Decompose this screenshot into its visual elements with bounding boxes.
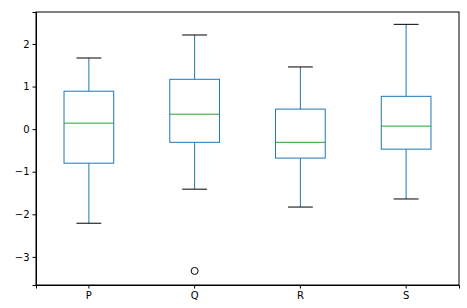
y-tick-label: 2: [23, 39, 29, 50]
cap-low: [394, 198, 419, 199]
y-axis: −3 −2 −1 0 1 2: [15, 13, 37, 286]
x-tick: Q: [191, 285, 199, 301]
y-tick-label: 1: [23, 81, 29, 92]
cap-high: [288, 66, 313, 67]
box: [276, 109, 326, 158]
box-group: [170, 35, 220, 274]
y-tick-label: 0: [23, 124, 29, 135]
y-tick: −2: [15, 209, 36, 220]
whisker-high: [406, 24, 407, 96]
x-tick-label: Q: [191, 290, 199, 301]
x-tick-mark: [88, 285, 89, 289]
y-tick-mark: [33, 214, 37, 215]
y-tick: 1: [23, 81, 36, 92]
plot-frame: [36, 12, 459, 285]
box-group: [381, 24, 431, 199]
y-tick-label: −3: [15, 252, 30, 263]
y-tick-mark: [33, 257, 37, 258]
chart: −3 −2 −1 0 1 2 P Q R S: [0, 0, 467, 308]
y-tick: 0: [23, 124, 36, 135]
x-axis: P Q R S: [37, 285, 460, 301]
y-tick-mark: [33, 172, 37, 173]
whisker-high: [194, 35, 195, 79]
x-tick-label: P: [86, 290, 92, 301]
median: [381, 126, 431, 127]
cap-high: [394, 24, 419, 25]
outlier: [191, 267, 198, 274]
whisker-high: [300, 67, 301, 109]
cap-high: [182, 34, 207, 35]
y-tick-mark: [33, 129, 37, 130]
y-axis-line: [33, 13, 37, 286]
whisker-low: [194, 142, 195, 189]
cap-low: [76, 223, 101, 224]
cap-high: [76, 57, 101, 58]
y-tick-label: −1: [15, 166, 30, 177]
whisker-high: [88, 58, 89, 91]
y-tick: −1: [15, 166, 36, 177]
box: [64, 91, 114, 163]
x-axis-line: [37, 286, 460, 289]
x-tick-mark: [194, 285, 195, 289]
y-tick-mark: [33, 87, 37, 88]
box-group: [276, 67, 326, 207]
y-tick: −3: [15, 252, 36, 263]
x-tick-mark: [406, 285, 407, 289]
x-tick-mark: [300, 285, 301, 289]
cap-low: [288, 207, 313, 208]
y-tick-label: −2: [15, 209, 30, 220]
y-tick: 2: [23, 39, 36, 50]
cap-low: [182, 189, 207, 190]
x-tick: S: [403, 285, 409, 301]
median: [276, 142, 326, 143]
box: [170, 79, 220, 142]
plot-area: [64, 24, 431, 274]
whisker-low: [300, 158, 301, 207]
x-tick: R: [297, 285, 304, 301]
x-tick-label: R: [297, 290, 304, 301]
median: [170, 114, 220, 115]
x-tick: P: [86, 285, 92, 301]
y-tick-mark: [33, 44, 37, 45]
whisker-low: [406, 149, 407, 199]
x-tick-label: S: [403, 290, 409, 301]
box-group: [64, 58, 114, 223]
median: [64, 123, 114, 124]
whisker-low: [88, 163, 89, 223]
box: [381, 96, 431, 149]
